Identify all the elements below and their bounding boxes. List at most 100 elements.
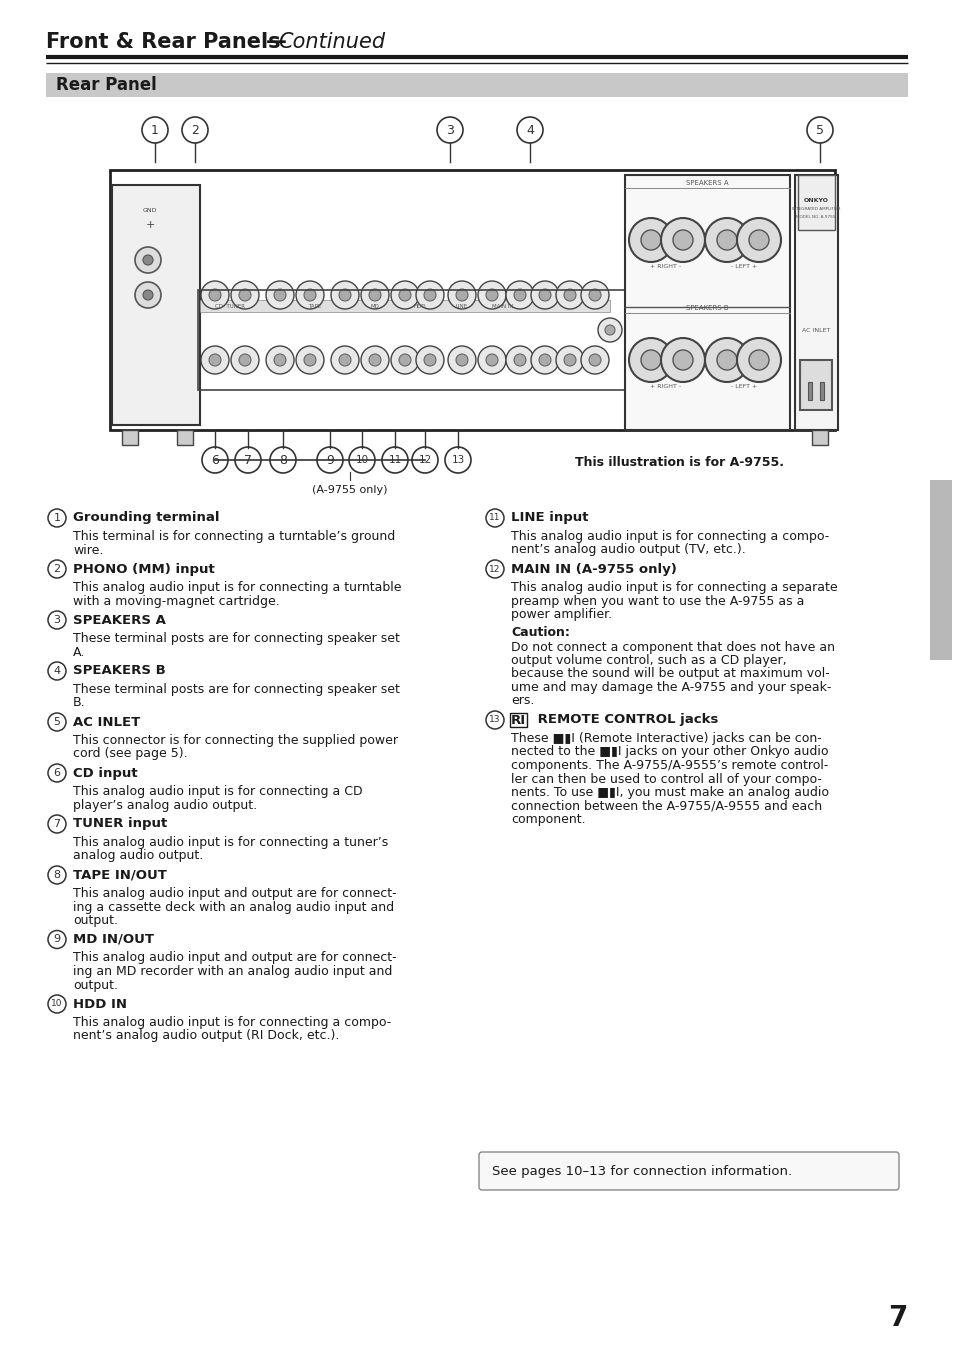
- Bar: [624, 175, 789, 430]
- Text: 12: 12: [489, 565, 500, 573]
- Circle shape: [274, 288, 286, 301]
- Circle shape: [369, 355, 380, 367]
- Bar: [797, 175, 834, 231]
- Circle shape: [360, 280, 389, 309]
- Circle shape: [416, 346, 443, 373]
- Text: 5: 5: [815, 124, 823, 136]
- Bar: [807, 381, 811, 400]
- Text: HDD IN: HDD IN: [73, 998, 127, 1011]
- Circle shape: [640, 231, 660, 249]
- Text: Continued: Continued: [277, 32, 385, 53]
- Text: MAIN IN: MAIN IN: [492, 303, 514, 309]
- Circle shape: [456, 355, 468, 367]
- Text: ing a cassette deck with an analog audio input and: ing a cassette deck with an analog audio…: [73, 900, 394, 914]
- Text: connection between the A-9755/A-9555 and each: connection between the A-9755/A-9555 and…: [511, 799, 821, 813]
- Text: + RIGHT -: + RIGHT -: [650, 264, 680, 270]
- Circle shape: [737, 338, 781, 381]
- Text: INTEGRATED AMPLIFIER: INTEGRATED AMPLIFIER: [791, 208, 840, 212]
- Text: 9: 9: [53, 934, 60, 945]
- Bar: [122, 430, 138, 445]
- Circle shape: [423, 288, 436, 301]
- Text: GND: GND: [143, 208, 157, 213]
- Text: 4: 4: [525, 124, 534, 136]
- Bar: [800, 360, 831, 410]
- Circle shape: [448, 280, 476, 309]
- Text: ers.: ers.: [511, 694, 534, 708]
- Circle shape: [231, 346, 258, 373]
- Text: See pages 10–13 for connection information.: See pages 10–13 for connection informati…: [492, 1165, 791, 1178]
- Circle shape: [505, 280, 534, 309]
- Text: CD input: CD input: [73, 767, 137, 779]
- Text: 4: 4: [53, 666, 60, 675]
- Bar: [794, 175, 837, 430]
- Text: TAPE: TAPE: [308, 303, 321, 309]
- Circle shape: [398, 355, 411, 367]
- Text: This analog audio input and output are for connect-: This analog audio input and output are f…: [73, 887, 396, 900]
- Circle shape: [538, 288, 551, 301]
- Text: output.: output.: [73, 979, 118, 992]
- Circle shape: [531, 346, 558, 373]
- Text: 5: 5: [53, 717, 60, 727]
- Circle shape: [201, 346, 229, 373]
- Text: This analog audio input is for connecting a separate: This analog audio input is for connectin…: [511, 581, 837, 594]
- Text: with a moving-magnet cartridge.: with a moving-magnet cartridge.: [73, 594, 279, 608]
- Circle shape: [556, 280, 583, 309]
- Circle shape: [304, 288, 315, 301]
- Text: MODEL NO. A-9755: MODEL NO. A-9755: [796, 214, 835, 218]
- Text: These ■▮I (Remote Interactive) jacks can be con-: These ■▮I (Remote Interactive) jacks can…: [511, 732, 821, 745]
- Text: ing an MD recorder with an analog audio input and: ing an MD recorder with an analog audio …: [73, 965, 392, 979]
- Circle shape: [563, 288, 576, 301]
- Circle shape: [748, 231, 768, 249]
- Circle shape: [514, 355, 525, 367]
- Circle shape: [717, 350, 737, 369]
- Text: because the sound will be output at maximum vol-: because the sound will be output at maxi…: [511, 667, 829, 681]
- Text: This analog audio input is for connecting a compo-: This analog audio input is for connectin…: [73, 1016, 391, 1029]
- Text: This terminal is for connecting a turntable’s ground: This terminal is for connecting a turnta…: [73, 530, 395, 543]
- Circle shape: [748, 350, 768, 369]
- Circle shape: [660, 218, 704, 262]
- Circle shape: [628, 338, 672, 381]
- Text: These terminal posts are for connecting speaker set: These terminal posts are for connecting …: [73, 632, 399, 644]
- Circle shape: [448, 346, 476, 373]
- Text: SPEAKERS A: SPEAKERS A: [685, 181, 727, 186]
- Text: 12: 12: [418, 456, 431, 465]
- Text: 13: 13: [489, 716, 500, 724]
- Circle shape: [538, 355, 551, 367]
- Circle shape: [338, 288, 351, 301]
- Text: This illustration is for A-9755.: This illustration is for A-9755.: [575, 456, 783, 469]
- Text: Front & Rear Panels: Front & Rear Panels: [46, 32, 280, 53]
- Text: 10: 10: [51, 999, 63, 1008]
- Circle shape: [660, 338, 704, 381]
- Circle shape: [485, 288, 497, 301]
- Circle shape: [416, 280, 443, 309]
- Text: 8: 8: [53, 869, 60, 880]
- Bar: [198, 290, 627, 390]
- Circle shape: [143, 290, 152, 301]
- Circle shape: [672, 231, 692, 249]
- Bar: [811, 430, 827, 445]
- Bar: [46, 73, 907, 97]
- Text: nected to the ■▮I jacks on your other Onkyo audio: nected to the ■▮I jacks on your other On…: [511, 745, 827, 759]
- Text: LINE input: LINE input: [511, 511, 588, 524]
- Circle shape: [201, 280, 229, 309]
- Bar: [929, 480, 951, 661]
- Circle shape: [423, 355, 436, 367]
- Text: Rear Panel: Rear Panel: [56, 75, 156, 94]
- Text: B.: B.: [73, 697, 86, 709]
- Circle shape: [588, 288, 600, 301]
- Text: power amplifier.: power amplifier.: [511, 608, 612, 621]
- Text: +: +: [145, 220, 154, 231]
- Text: 3: 3: [53, 615, 60, 625]
- Text: —: —: [266, 32, 287, 53]
- Text: 7: 7: [887, 1304, 907, 1332]
- Text: PHONO (MM) input: PHONO (MM) input: [73, 562, 214, 576]
- Circle shape: [398, 288, 411, 301]
- Text: nent’s analog audio output (RI Dock, etc.).: nent’s analog audio output (RI Dock, etc…: [73, 1030, 339, 1042]
- Circle shape: [477, 346, 505, 373]
- Text: component.: component.: [511, 813, 585, 826]
- Text: analog audio output.: analog audio output.: [73, 849, 203, 863]
- Circle shape: [295, 346, 324, 373]
- Circle shape: [704, 338, 748, 381]
- Circle shape: [391, 280, 418, 309]
- Circle shape: [514, 288, 525, 301]
